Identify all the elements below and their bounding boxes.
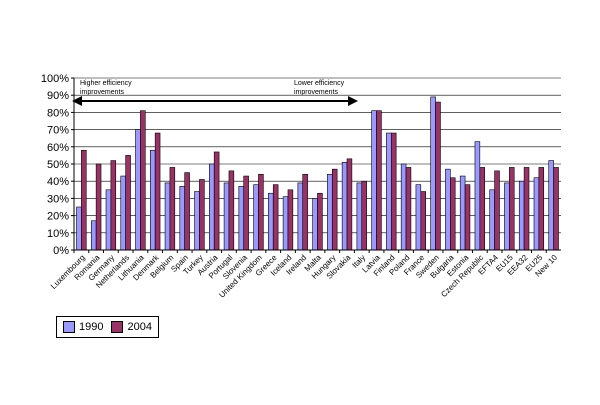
bar-1990-slovenia — [238, 186, 245, 251]
bar-1990-iceland — [282, 196, 289, 251]
annotation-arrowhead-left — [72, 96, 82, 106]
bar-1990-spain — [179, 186, 185, 251]
bar-2004-france — [420, 191, 426, 251]
bar-1990-estonia — [459, 175, 466, 251]
bar-2004-turkey — [199, 179, 205, 251]
legend-item-2004: 2004 — [111, 321, 152, 333]
x-tick-labels: LuxembourgRomaniaGermanyNetherlandsLithu… — [49, 252, 559, 299]
annotation-left-line1: Higher efficiency — [80, 80, 132, 87]
y-tick-label: 80% — [47, 107, 69, 119]
bar-1990-luxembourg — [76, 206, 82, 251]
bar-1990-lithuania — [135, 129, 141, 251]
bar-2004-hungary — [331, 168, 338, 251]
bar-1990-slovakia — [341, 161, 348, 251]
bar-2004-sweden — [435, 101, 441, 251]
bar-2004-united-kingdom — [258, 174, 264, 251]
legend-label-1990: 1990 — [79, 321, 104, 333]
bar-1990-united-kingdom — [253, 184, 259, 251]
bar-2004-eu25 — [538, 167, 545, 251]
bar-1990-czech-republic — [474, 141, 481, 251]
bar-2004-ireland — [302, 174, 308, 251]
bar-2004-iceland — [287, 189, 294, 251]
annotation-right-line2: improvements — [294, 89, 338, 96]
bars — [76, 96, 559, 251]
annotation-right-line1: Lower efficiency — [294, 80, 345, 87]
bar-2004-spain — [184, 172, 190, 251]
bar-2004-italy — [361, 180, 367, 251]
bar-1990-bulgaria — [445, 168, 451, 251]
legend: 1990 2004 — [56, 316, 159, 338]
bar-2004-denmark — [154, 132, 161, 251]
bar-1990-netherlands — [120, 175, 126, 251]
y-tick-label: 40% — [47, 176, 69, 188]
y-tick-label: 100% — [41, 73, 69, 85]
bar-2004-latvia — [376, 110, 382, 251]
bar-1990-denmark — [149, 149, 156, 251]
bar-1990-eea32 — [518, 180, 525, 251]
y-tick-label: 70% — [47, 125, 69, 137]
bar-2004-germany — [110, 160, 117, 251]
bar-1990-efta4 — [489, 189, 495, 251]
bar-1990-france — [415, 184, 422, 251]
y-tick-label: 50% — [47, 159, 69, 171]
bar-1990-ireland — [297, 182, 304, 251]
legend-item-1990: 1990 — [63, 321, 103, 333]
bar-2004-austria — [213, 151, 220, 251]
efficiency-annotation: Higher efficiency improvements Lower eff… — [72, 80, 358, 106]
legend-swatch-2004 — [111, 321, 124, 333]
bar-1990-austria — [209, 163, 215, 251]
bar-1990-portugal — [223, 182, 230, 251]
y-tick-label: 60% — [47, 142, 69, 154]
y-tick-label: 90% — [47, 90, 69, 102]
bar-2004-belgium — [169, 167, 176, 251]
bar-2004-czech-republic — [479, 167, 486, 251]
annotation-left-line2: improvements — [80, 89, 124, 96]
bar-1990-italy — [356, 182, 363, 251]
legend-swatch-1990 — [63, 321, 75, 333]
bar-1990-sweden — [430, 96, 436, 251]
bar-1990-eu15 — [504, 182, 510, 251]
bar-2004-eea32 — [523, 167, 530, 251]
bar-2004-bulgaria — [450, 177, 456, 251]
bar-1990-latvia — [371, 110, 377, 251]
bar-1990-new-10 — [548, 160, 554, 251]
y-tick-label: 10% — [47, 228, 69, 240]
bar-1990-hungary — [327, 174, 333, 251]
bar-2004-portugal — [228, 170, 235, 251]
axes — [71, 77, 561, 253]
bar-2004-malta — [317, 192, 323, 251]
bar-2004-slovenia — [243, 175, 249, 251]
y-tick-label: 20% — [47, 211, 69, 223]
bar-1990-turkey — [194, 191, 200, 251]
bar-2004-finland — [390, 132, 397, 251]
bar-2004-estonia — [464, 184, 471, 251]
bar-1990-romania — [90, 220, 97, 251]
bar-2004-eu15 — [509, 167, 515, 251]
bar-2004-poland — [405, 167, 412, 251]
bar-1990-eu25 — [533, 177, 540, 251]
y-tick-label: 30% — [47, 193, 69, 205]
y-tick-label: 0% — [53, 245, 69, 257]
bar-2004-efta4 — [494, 170, 500, 251]
y-tick-labels: 0% 10% 20% 30% 40% 50% 60% 70% 80% 90% 100% — [41, 73, 69, 257]
bar-1990-poland — [400, 163, 407, 251]
bar-1990-germany — [105, 189, 112, 251]
bar-2004-luxembourg — [81, 149, 87, 251]
bar-2004-slovakia — [346, 158, 353, 251]
bar-2004-new-10 — [553, 167, 559, 251]
annotation-arrowhead-right — [348, 96, 358, 106]
bar-1990-malta — [312, 198, 318, 251]
bar-1990-greece — [268, 192, 274, 251]
bar-2004-greece — [272, 184, 279, 251]
bar-1990-belgium — [164, 182, 171, 251]
bar-2004-romania — [95, 163, 102, 251]
bar-2004-lithuania — [140, 110, 146, 251]
bar-1990-finland — [386, 132, 392, 251]
bar-2004-netherlands — [125, 155, 131, 251]
legend-label-2004: 2004 — [127, 321, 152, 333]
